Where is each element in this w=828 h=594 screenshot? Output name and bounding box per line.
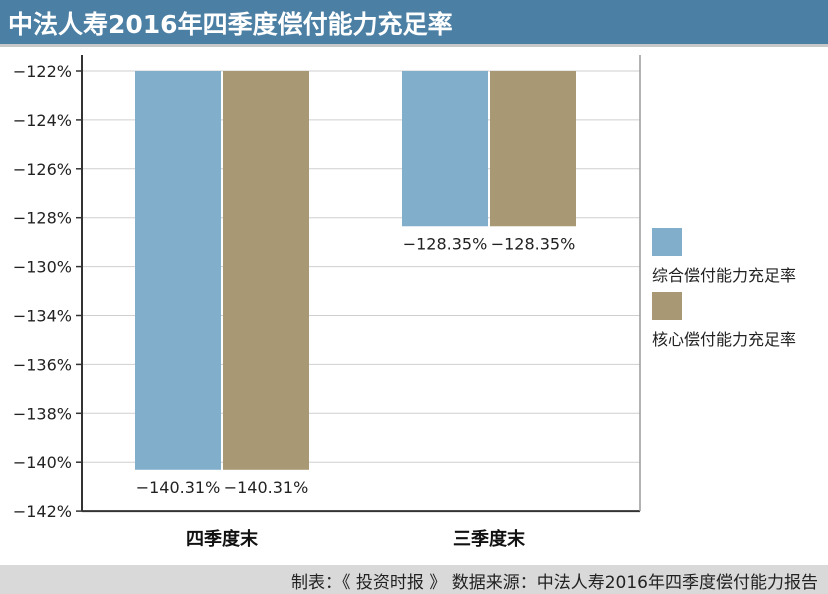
data-label: −140.31% <box>224 478 309 497</box>
category-labels: 四季度末 三季度末 <box>186 528 526 550</box>
title-divider <box>0 44 828 47</box>
data-label: −140.31% <box>136 478 221 497</box>
y-tick-label: −142% <box>13 502 72 521</box>
title-bar: 中法人寿2016年四季度偿付能力充足率 <box>0 0 828 44</box>
bar-2-1 <box>223 71 309 470</box>
legend-swatch <box>652 292 682 320</box>
legend-swatch <box>652 228 682 256</box>
bar-1-2 <box>402 71 488 227</box>
y-tick-label: −138% <box>13 404 72 423</box>
y-tick-label: −130% <box>13 258 72 277</box>
category-label: 三季度末 <box>453 528 526 550</box>
footer-bar: 制表：《 投资时报 》 数据来源：中法人寿2016年四季度偿付能力报告 <box>0 565 828 594</box>
y-tick-label: −124% <box>13 111 72 130</box>
y-tick-label: −140% <box>13 453 72 472</box>
y-tick-label: −128% <box>13 209 72 228</box>
page-title: 中法人寿2016年四季度偿付能力充足率 <box>8 10 453 39</box>
bar-2-2 <box>490 71 576 227</box>
bar-chart: −122% −124% −126% −128% −130% −134% −136% −138%… <box>13 55 796 550</box>
y-tick-labels: −122% −124% −126% −128% −130% −134% −136% −138%… <box>13 62 72 521</box>
y-tick-label: −134% <box>13 307 72 326</box>
y-tick-label: −126% <box>13 160 72 179</box>
bar-1-1 <box>135 71 221 470</box>
y-tick-label: −122% <box>13 62 72 81</box>
data-label: −128.35% <box>403 234 488 253</box>
legend-label: 核心偿付能力充足率 <box>652 330 796 349</box>
axes <box>81 55 641 513</box>
legend-label: 综合偿付能力充足率 <box>652 266 796 285</box>
source-credit: 制表：《 投资时报 》 数据来源：中法人寿2016年四季度偿付能力报告 <box>291 573 818 593</box>
data-label: −128.35% <box>491 234 576 253</box>
y-tick-label: −136% <box>13 355 72 374</box>
category-label: 四季度末 <box>186 528 259 550</box>
bars <box>135 71 576 470</box>
data-labels: −140.31% −140.31% −128.35% −128.35% <box>136 234 576 497</box>
